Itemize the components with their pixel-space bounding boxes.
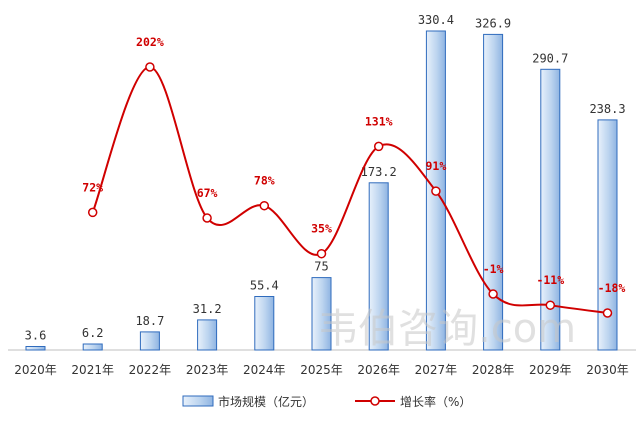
bar-value-label: 31.2: [193, 302, 222, 316]
rate-marker-2026年: [373, 141, 384, 152]
rate-marker-2028年: [488, 289, 498, 299]
bar-value-label: 3.6: [25, 329, 47, 343]
bar-value-label: 330.4: [418, 13, 454, 27]
rate-value-label: 78%: [254, 174, 275, 188]
rate-value-label: 67%: [197, 186, 218, 200]
x-tick-label: 2025年: [300, 363, 343, 377]
rate-marker-2024年: [259, 200, 270, 211]
rate-value-label: 131%: [365, 114, 393, 128]
rate-labels-layer: 72% 202% 67% 78% 35% 131% 91% -1% -11% -18%: [82, 35, 625, 295]
bar-value-label: 290.7: [532, 51, 568, 65]
rate-marker-2021年: [87, 207, 98, 218]
x-tick-label: 2027年: [415, 363, 458, 377]
markers-layer: [87, 62, 613, 318]
rate-marker-2027年: [431, 186, 441, 196]
bars-layer: [25, 30, 618, 351]
x-tick-label: 2024年: [243, 363, 286, 377]
rate-marker-2030年: [602, 308, 613, 318]
x-tick-label: 2029年: [529, 363, 572, 377]
bar-value-label: 238.3: [589, 102, 625, 116]
legend-line-marker: [370, 396, 380, 406]
legend-bar-label: 市场规模（亿元）: [218, 394, 314, 409]
rate-value-label: -1%: [483, 262, 504, 276]
rate-marker-2029年: [545, 300, 556, 310]
bar-2025年: [311, 277, 332, 351]
bar-2029年: [540, 68, 561, 351]
legend-line-label: 增长率（%）: [400, 394, 471, 409]
bar-2030年: [597, 119, 618, 351]
x-ticks-layer: 2020年 2021年 2022年 2023年 2024年 2025年 2026年 2027年…: [14, 363, 629, 377]
rate-value-label: -11%: [536, 273, 564, 287]
bar-value-label: 173.2: [361, 165, 397, 179]
bar-value-label: 18.7: [135, 314, 164, 328]
bar-value-label: 326.9: [475, 16, 511, 30]
x-tick-label: 2023年: [186, 363, 229, 377]
rate-value-label: -18%: [598, 281, 626, 295]
bar-value-label: 55.4: [250, 279, 279, 293]
watermark: 韦伯咨询.com: [318, 306, 576, 352]
bar-value-label: 6.2: [82, 326, 104, 340]
x-tick-label: 2026年: [357, 363, 400, 377]
bar-2028年: [483, 33, 504, 351]
legend-bar-swatch: [182, 395, 214, 407]
rate-marker-2023年: [202, 213, 212, 223]
x-tick-label: 2030年: [586, 363, 629, 377]
bar-labels-layer: 3.6 6.2 18.7 31.2 55.4 75 173.2 330.4 326.9 290.7…: [25, 13, 626, 343]
x-tick-label: 2021年: [71, 363, 114, 377]
x-tick-label: 2028年: [472, 363, 515, 377]
rate-value-label: 202%: [136, 35, 164, 49]
rate-value-label: 91%: [426, 159, 447, 173]
bar-2020年: [25, 346, 46, 351]
bar-2026年: [368, 182, 389, 351]
bar-2022年: [139, 331, 160, 351]
rate-marker-2022年: [145, 62, 155, 72]
legend: 市场规模（亿元） 增长率（%）: [182, 394, 471, 409]
x-tick-label: 2020年: [14, 363, 57, 377]
bar-value-label: 75: [314, 260, 328, 274]
rate-marker-2025年: [316, 248, 327, 259]
bar-2023年: [197, 319, 218, 351]
bar-2024年: [254, 296, 275, 351]
x-tick-label: 2022年: [129, 363, 172, 377]
growth-rate-line: [91, 65, 608, 314]
rate-value-label: 35%: [311, 222, 332, 236]
rate-value-label: 72%: [82, 180, 103, 194]
bar-2021年: [82, 343, 103, 351]
